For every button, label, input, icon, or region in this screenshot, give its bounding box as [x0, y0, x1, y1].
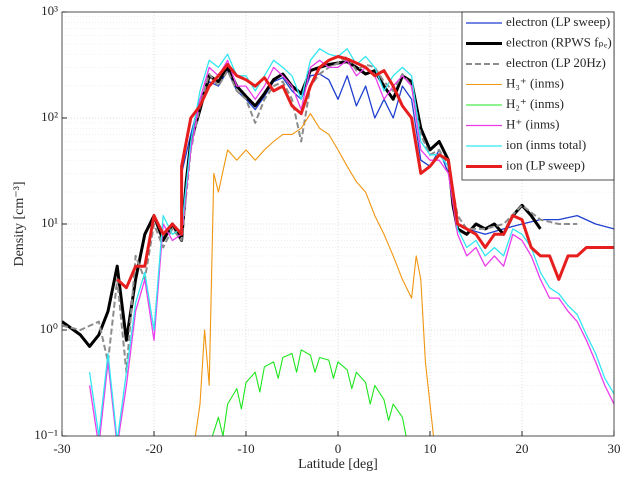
x-tick-label: -20 [145, 441, 162, 456]
x-tick-label: 10 [424, 441, 437, 456]
y-tick-label: 10⁰ [40, 321, 58, 336]
legend-label: electron (RPWS fₚₑ) [506, 34, 612, 49]
series-line [194, 113, 435, 436]
lines [62, 48, 614, 436]
legend-box [461, 11, 615, 181]
y-tick-label: 10⁻¹ [34, 427, 58, 442]
legend-label: H₃⁺ (inms) [506, 75, 564, 90]
series-line [211, 349, 407, 436]
legend-label: electron (LP 20Hz) [506, 55, 606, 70]
y-tick-label: 10¹ [41, 215, 58, 230]
ticks: 10⁻¹ 10⁰ 10¹ 10² 10³ -30 -20 -10 0 10 20 30 [34, 3, 620, 456]
y-axis-label: Density [cm⁻³] [12, 181, 27, 266]
legend-label: H⁺ (inms) [506, 116, 559, 131]
legend: electron (LP sweep) electron (RPWS fₚₑ) el… [461, 11, 615, 181]
legend-label: ion (LP sweep) [506, 157, 585, 172]
legend-label: ion (inms total) [506, 137, 586, 152]
series-line [180, 69, 614, 235]
y-tick-label: 10³ [41, 3, 58, 18]
x-axis-label: Latitude [deg] [298, 457, 378, 472]
x-tick-label: 20 [516, 441, 529, 456]
x-tick-label: 0 [335, 441, 342, 456]
series-line [116, 55, 614, 290]
legend-label: H₂⁺ (inms) [506, 96, 564, 111]
x-tick-label: -30 [53, 441, 70, 456]
series-line [88, 59, 614, 436]
legend-label: electron (LP sweep) [506, 14, 610, 29]
series-line [88, 48, 614, 436]
x-tick-label: 30 [608, 441, 621, 456]
y-tick-label: 10² [41, 109, 58, 124]
x-tick-label: -10 [237, 441, 254, 456]
